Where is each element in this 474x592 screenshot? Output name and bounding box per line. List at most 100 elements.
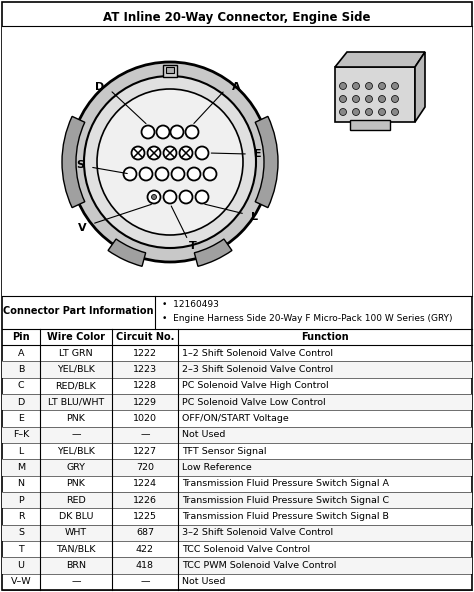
Text: 1222: 1222 bbox=[133, 349, 157, 358]
Bar bbox=[163, 65, 177, 77]
Text: YEL/BLK: YEL/BLK bbox=[57, 365, 95, 374]
Wedge shape bbox=[108, 239, 146, 266]
Circle shape bbox=[171, 126, 183, 139]
Circle shape bbox=[353, 82, 359, 89]
Text: Wire Color: Wire Color bbox=[47, 332, 105, 342]
Circle shape bbox=[172, 168, 184, 181]
Text: AT Inline 20-Way Connector, Engine Side: AT Inline 20-Way Connector, Engine Side bbox=[103, 11, 371, 24]
Text: •  12160493: • 12160493 bbox=[162, 300, 219, 309]
Text: 1229: 1229 bbox=[133, 398, 157, 407]
Text: Transmission Fluid Pressure Switch Signal C: Transmission Fluid Pressure Switch Signa… bbox=[182, 496, 389, 504]
Circle shape bbox=[392, 95, 399, 102]
Text: A: A bbox=[232, 82, 240, 92]
Circle shape bbox=[142, 126, 155, 139]
Bar bbox=[2, 492, 472, 509]
Circle shape bbox=[147, 146, 161, 159]
Text: 3–2 Shift Solenoid Valve Control: 3–2 Shift Solenoid Valve Control bbox=[182, 528, 333, 538]
Text: RED/BLK: RED/BLK bbox=[55, 381, 96, 390]
Wedge shape bbox=[255, 117, 278, 208]
Text: Low Reference: Low Reference bbox=[182, 463, 252, 472]
Text: PNK: PNK bbox=[66, 480, 85, 488]
Bar bbox=[2, 361, 472, 378]
Text: E: E bbox=[18, 414, 24, 423]
Text: RED: RED bbox=[66, 496, 86, 504]
Circle shape bbox=[131, 146, 145, 159]
Text: L: L bbox=[252, 212, 258, 222]
Text: PC Solenoid Valve Low Control: PC Solenoid Valve Low Control bbox=[182, 398, 326, 407]
Text: L: L bbox=[18, 447, 24, 456]
Circle shape bbox=[147, 191, 161, 204]
Circle shape bbox=[188, 168, 201, 181]
Text: D: D bbox=[18, 398, 25, 407]
Circle shape bbox=[379, 82, 385, 89]
Circle shape bbox=[155, 168, 168, 181]
Circle shape bbox=[84, 76, 256, 248]
Text: C: C bbox=[18, 381, 24, 390]
Text: —: — bbox=[140, 430, 150, 439]
Text: TAN/BLK: TAN/BLK bbox=[56, 545, 96, 554]
Wedge shape bbox=[62, 117, 85, 208]
Text: 720: 720 bbox=[136, 463, 154, 472]
Bar bbox=[2, 525, 472, 541]
Circle shape bbox=[156, 126, 170, 139]
Text: 418: 418 bbox=[136, 561, 154, 570]
Text: S: S bbox=[18, 528, 24, 538]
Circle shape bbox=[339, 108, 346, 115]
Text: Function: Function bbox=[301, 332, 349, 342]
Text: 1226: 1226 bbox=[133, 496, 157, 504]
Circle shape bbox=[353, 108, 359, 115]
Circle shape bbox=[164, 146, 176, 159]
Circle shape bbox=[365, 82, 373, 89]
Text: V–W: V–W bbox=[11, 577, 31, 586]
Bar bbox=[2, 459, 472, 475]
Text: BRN: BRN bbox=[66, 561, 86, 570]
Circle shape bbox=[392, 82, 399, 89]
Circle shape bbox=[392, 108, 399, 115]
Text: LT GRN: LT GRN bbox=[59, 349, 93, 358]
Text: Circuit No.: Circuit No. bbox=[116, 332, 174, 342]
Circle shape bbox=[152, 195, 156, 200]
Text: Pin: Pin bbox=[12, 332, 30, 342]
Circle shape bbox=[164, 191, 176, 204]
Text: M: M bbox=[17, 463, 25, 472]
Bar bbox=[166, 67, 174, 73]
Bar bbox=[2, 427, 472, 443]
Text: F–K: F–K bbox=[13, 430, 29, 439]
Text: PNK: PNK bbox=[66, 414, 85, 423]
Text: 2–3 Shift Solenoid Valve Control: 2–3 Shift Solenoid Valve Control bbox=[182, 365, 333, 374]
Text: TFT Sensor Signal: TFT Sensor Signal bbox=[182, 447, 266, 456]
Text: 1020: 1020 bbox=[133, 414, 157, 423]
Text: 1224: 1224 bbox=[133, 480, 157, 488]
Circle shape bbox=[185, 126, 199, 139]
Polygon shape bbox=[335, 52, 425, 67]
Text: P: P bbox=[18, 496, 24, 504]
Circle shape bbox=[180, 146, 192, 159]
Text: LT BLU/WHT: LT BLU/WHT bbox=[48, 398, 104, 407]
Text: 1228: 1228 bbox=[133, 381, 157, 390]
Text: OFF/ON/START Voltage: OFF/ON/START Voltage bbox=[182, 414, 289, 423]
Text: Not Used: Not Used bbox=[182, 577, 225, 586]
Text: Transmission Fluid Pressure Switch Signal B: Transmission Fluid Pressure Switch Signa… bbox=[182, 512, 389, 521]
Circle shape bbox=[339, 95, 346, 102]
Text: 1227: 1227 bbox=[133, 447, 157, 456]
Text: 1225: 1225 bbox=[133, 512, 157, 521]
Circle shape bbox=[365, 108, 373, 115]
Polygon shape bbox=[415, 52, 425, 122]
Circle shape bbox=[180, 191, 192, 204]
Circle shape bbox=[379, 95, 385, 102]
Text: U: U bbox=[18, 561, 25, 570]
Circle shape bbox=[195, 146, 209, 159]
Circle shape bbox=[203, 168, 217, 181]
Text: V: V bbox=[78, 223, 86, 233]
Text: T: T bbox=[189, 241, 197, 251]
Text: S: S bbox=[76, 160, 84, 170]
Text: •  Engine Harness Side 20-Way F Micro-Pack 100 W Series (GRY): • Engine Harness Side 20-Way F Micro-Pac… bbox=[162, 314, 453, 323]
Text: Not Used: Not Used bbox=[182, 430, 225, 439]
Circle shape bbox=[70, 62, 270, 262]
Text: 687: 687 bbox=[136, 528, 154, 538]
Text: T: T bbox=[18, 545, 24, 554]
Text: —: — bbox=[71, 430, 81, 439]
Text: YEL/BLK: YEL/BLK bbox=[57, 447, 95, 456]
Circle shape bbox=[195, 191, 209, 204]
Circle shape bbox=[339, 82, 346, 89]
